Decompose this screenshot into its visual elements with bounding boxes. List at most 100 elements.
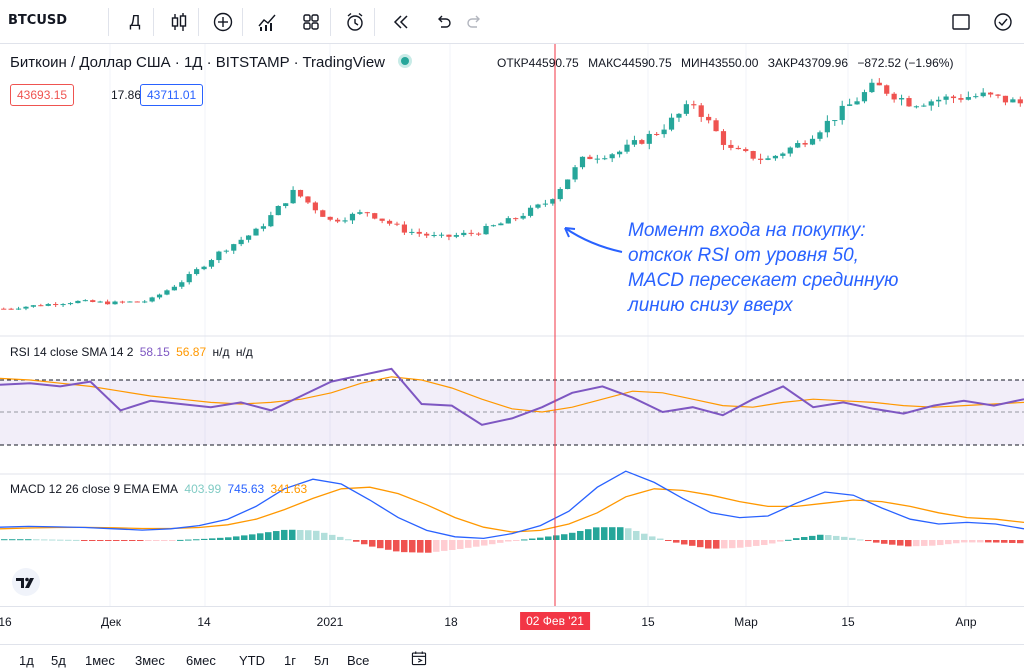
indicators-icon[interactable] — [252, 8, 282, 36]
series-title-text: Биткоин / Доллар США · 1Д · BITSTAMP · T… — [10, 54, 385, 71]
macd-histogram-bar — [601, 527, 608, 540]
candle-body — [342, 220, 348, 222]
macd-histogram-bar — [905, 540, 912, 547]
rsi-legend[interactable]: RSI 14 close SMA 14 2 58.15 56.87 н/д н/… — [10, 345, 256, 359]
range-5d[interactable]: 5д — [51, 653, 66, 668]
candle-body — [676, 113, 682, 118]
range-3m[interactable]: 3мес — [135, 653, 165, 668]
range-5y[interactable]: 5л — [314, 653, 329, 668]
macd-histogram-bar — [897, 540, 904, 546]
tradingview-logo-icon[interactable] — [10, 568, 42, 596]
candle-body — [980, 92, 986, 97]
macd-histogram-bar — [417, 540, 424, 553]
buy-price[interactable]: 43711.01 — [140, 84, 204, 106]
candle-body — [90, 300, 96, 302]
macd-histogram-bar — [481, 540, 488, 546]
candle-body — [795, 143, 801, 148]
macd-histogram-bar — [953, 540, 960, 544]
macd-histogram-bar — [297, 529, 304, 540]
macd-histogram-bar — [801, 537, 808, 540]
time-label: 16 — [0, 615, 12, 629]
candle-body — [424, 233, 430, 236]
range-all[interactable]: Все — [347, 653, 370, 668]
candle-body — [869, 82, 875, 93]
candle-body — [194, 269, 200, 275]
candle-body — [357, 212, 363, 214]
range-6m[interactable]: 6мес — [186, 653, 216, 668]
macd-histogram-bar — [545, 536, 552, 540]
range-ytd[interactable]: YTD — [239, 653, 265, 668]
macd-histogram-bar — [241, 535, 248, 540]
crosshair-time-label: 02 Фев '21 — [520, 612, 590, 630]
macd-histogram-bar — [841, 536, 848, 540]
undo-icon[interactable] — [428, 8, 458, 36]
macd-histogram-bar — [937, 540, 944, 546]
macd-histogram-bar — [273, 531, 280, 540]
range-1m[interactable]: 1мес — [85, 653, 115, 668]
macd-histogram-bar — [945, 540, 952, 545]
add-indicator-icon[interactable] — [208, 8, 238, 36]
macd-histogram-bar — [617, 527, 624, 540]
macd-histogram-bar — [537, 537, 544, 540]
candle-body — [30, 305, 36, 307]
range-1d[interactable]: 1д — [19, 653, 34, 668]
macd-histogram-bar — [73, 539, 80, 541]
candle-body — [208, 260, 215, 267]
macd-histogram-bar — [505, 540, 512, 542]
candle-body — [156, 294, 163, 298]
macd-histogram-bar — [961, 540, 968, 543]
candle-body — [965, 97, 971, 100]
macd-legend[interactable]: MACD 12 26 close 9 EMA EMA 403.99 745.63… — [10, 482, 310, 496]
candle-body — [379, 218, 385, 221]
candle-body — [706, 116, 712, 121]
macd-histogram-bar — [353, 540, 360, 542]
candle-body — [594, 158, 600, 160]
toolbar-divider — [330, 8, 331, 36]
candle-body — [297, 189, 304, 197]
candles-icon[interactable] — [164, 8, 194, 36]
candle-body — [683, 104, 689, 114]
rsi-na-value: н/д — [212, 345, 230, 359]
alert-icon[interactable] — [340, 8, 370, 36]
candle-body — [757, 158, 764, 160]
layout-icon[interactable] — [946, 8, 976, 36]
snapshot-icon[interactable] — [988, 8, 1018, 36]
candle-body — [53, 304, 59, 306]
range-1y[interactable]: 1г — [284, 653, 296, 668]
time-label: Дек — [100, 615, 122, 629]
interval-button[interactable]: Д — [129, 13, 141, 30]
symbol-search[interactable]: BTCUSD — [8, 13, 68, 28]
candle-body — [720, 131, 727, 145]
candle-body — [527, 207, 534, 216]
macd-histogram-bar — [129, 540, 136, 541]
macd-histogram-bar — [729, 540, 736, 549]
time-label: 14 — [197, 615, 211, 629]
macd-histogram-bar — [977, 540, 984, 543]
candle-body — [973, 96, 979, 98]
time-axis[interactable]: 16 Дек 14 2021 18 02 Фев '21 15 Мар 15 А… — [0, 606, 1024, 638]
macd-histogram-bar — [33, 539, 40, 541]
candle-body — [772, 155, 779, 159]
sell-price[interactable]: 43693.15 — [10, 84, 75, 106]
market-status-icon — [401, 57, 409, 65]
replay-icon[interactable] — [386, 8, 416, 36]
macd-histogram-bar — [777, 540, 784, 542]
candle-body — [832, 120, 838, 122]
macd-histogram-bar — [825, 535, 832, 540]
candle-body — [416, 231, 422, 234]
candle-body — [557, 189, 563, 200]
candle-body — [817, 132, 823, 139]
redo-icon[interactable] — [460, 8, 490, 36]
macd-histogram-bar — [217, 537, 224, 540]
candle-body — [104, 301, 111, 305]
macd-panel — [0, 470, 1024, 553]
templates-icon[interactable] — [296, 8, 326, 36]
macd-histogram-bar — [761, 540, 768, 546]
macd-histogram-bar — [369, 540, 376, 547]
candle-body — [401, 224, 408, 233]
chart-canvas[interactable] — [0, 0, 1024, 606]
macd-histogram-bar — [633, 530, 640, 540]
toolbar-divider — [108, 8, 109, 36]
goto-date-icon[interactable] — [406, 647, 432, 669]
macd-histogram-bar — [97, 540, 104, 541]
